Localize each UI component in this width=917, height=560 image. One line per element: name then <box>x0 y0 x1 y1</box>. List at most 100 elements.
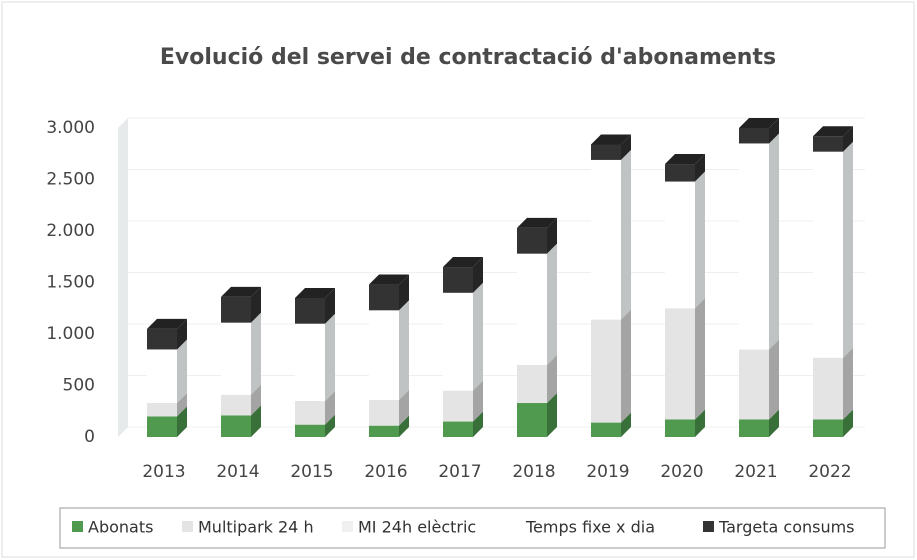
bar-side <box>769 339 779 420</box>
bar-side <box>251 405 261 437</box>
bar <box>813 151 843 358</box>
bar-top <box>443 257 483 268</box>
bar-side <box>399 415 409 437</box>
bar <box>665 308 695 420</box>
bar <box>369 425 399 437</box>
bar <box>147 328 177 350</box>
bar-top <box>369 274 409 285</box>
bar-side <box>177 406 187 437</box>
bar <box>147 349 177 404</box>
bar-side <box>251 286 261 323</box>
y-tick-label: 500 <box>63 376 95 396</box>
bar-side <box>843 409 853 437</box>
bar <box>813 136 843 152</box>
bar <box>369 284 399 311</box>
bar <box>443 292 473 391</box>
legend-label: MI 24h elèctric <box>358 518 476 537</box>
bar <box>665 419 695 437</box>
bar <box>591 319 621 423</box>
bar <box>665 181 695 309</box>
bar <box>295 424 325 437</box>
bar-side <box>843 126 853 152</box>
y-tick-label: 3.000 <box>46 118 95 138</box>
bar <box>591 144 621 160</box>
x-tick-label: 2018 <box>512 462 555 482</box>
y-tick-label: 2.000 <box>46 221 95 241</box>
bar <box>739 419 769 437</box>
bar-side <box>695 154 705 182</box>
bar-side <box>621 149 631 320</box>
bar-side <box>251 312 261 395</box>
x-tick-label: 2017 <box>438 462 481 482</box>
bar-side <box>177 339 187 404</box>
bar <box>739 349 769 420</box>
bar-side <box>177 318 187 350</box>
bar <box>517 403 547 437</box>
bar <box>739 143 769 350</box>
bar <box>813 357 843 420</box>
bar <box>517 227 547 254</box>
y-tick-label: 0 <box>84 427 95 447</box>
bar-side <box>325 390 335 425</box>
bar-top <box>591 134 631 145</box>
bar-side <box>621 134 631 160</box>
bar-side <box>769 409 779 437</box>
legend-label: Multipark 24 h <box>198 518 314 537</box>
bar <box>295 323 325 401</box>
bar <box>295 297 325 324</box>
bar-side <box>473 380 483 422</box>
y-tick-label: 1.500 <box>46 273 95 293</box>
bar-side <box>251 384 261 416</box>
legend-label: Temps fixe x dia <box>525 518 655 537</box>
bar-side <box>325 313 335 401</box>
bar-top <box>517 217 557 228</box>
legend-swatch <box>703 521 714 532</box>
bar-side <box>473 411 483 437</box>
x-tick-label: 2014 <box>216 462 259 482</box>
x-tick-label: 2021 <box>734 462 777 482</box>
bar-side <box>621 309 631 423</box>
x-tick-label: 2022 <box>808 462 851 482</box>
bar-top <box>295 287 335 298</box>
x-tick-label: 2015 <box>290 462 333 482</box>
chart-title: Evolució del servei de contractació d'ab… <box>160 45 776 70</box>
bar <box>443 267 473 293</box>
bar <box>369 399 399 426</box>
bar-side <box>399 389 409 426</box>
bar-side <box>325 287 335 324</box>
bar <box>739 128 769 144</box>
bar <box>221 322 251 395</box>
bar-side <box>547 354 557 404</box>
y-tick-label: 2.500 <box>46 170 95 190</box>
bar <box>147 403 177 417</box>
back-wall <box>118 118 128 437</box>
x-tick-label: 2013 <box>142 462 185 482</box>
bar-side <box>843 347 853 420</box>
bar-side <box>695 298 705 420</box>
bar-top <box>739 118 779 128</box>
legend-box <box>59 507 886 549</box>
y-tick-label: 1.000 <box>46 324 95 344</box>
bar-side <box>473 257 483 293</box>
bar-top <box>813 126 853 137</box>
bar <box>221 296 251 323</box>
legend-swatch <box>182 521 193 532</box>
bar-top <box>147 318 187 329</box>
x-tick-label: 2020 <box>660 462 703 482</box>
bar-side <box>473 282 483 391</box>
bar-top <box>665 154 705 165</box>
bar <box>517 364 547 404</box>
x-tick-label: 2016 <box>364 462 407 482</box>
legend-label: Targeta consums <box>718 518 855 537</box>
bar <box>369 310 399 400</box>
bar-side <box>547 393 557 437</box>
bar <box>295 400 325 425</box>
bar-side <box>547 217 557 254</box>
bar-side <box>399 274 409 311</box>
legend-label: Abonats <box>88 518 153 537</box>
legend-swatch <box>72 521 83 532</box>
bar-side <box>621 412 631 437</box>
bar <box>517 253 547 365</box>
bar-side <box>769 133 779 350</box>
